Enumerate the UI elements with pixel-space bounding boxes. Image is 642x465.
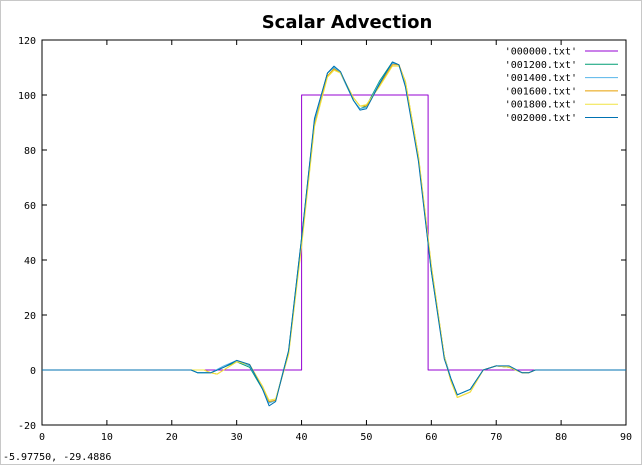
y-tick-label: 120 — [18, 36, 36, 47]
legend-label-0: '000000.txt' — [505, 47, 577, 58]
y-tick-label: 40 — [24, 256, 36, 267]
x-tick-label: 0 — [39, 432, 45, 443]
legend-label-5: '002000.txt' — [505, 113, 577, 124]
x-tick-label: 50 — [360, 432, 372, 443]
legend-label-4: '001800.txt' — [505, 100, 577, 111]
series-line-0 — [42, 94, 626, 371]
y-tick-label: 60 — [24, 201, 36, 212]
chart-title: Scalar Advection — [262, 12, 433, 33]
y-tick-label: 20 — [24, 311, 36, 322]
y-tick-label: 80 — [24, 146, 36, 157]
plot-frame — [41, 39, 627, 426]
x-tick-label: 10 — [101, 432, 113, 443]
x-tick-label: 80 — [555, 432, 567, 443]
y-tick-label: 0 — [30, 366, 36, 377]
y-tick-label: 100 — [18, 91, 36, 102]
x-tick-label: 90 — [620, 432, 632, 443]
legend-label-3: '001600.txt' — [505, 86, 577, 97]
status-bar-coordinates: -5.97750, -29.4886 — [3, 452, 112, 464]
y-tick-label: -20 — [18, 421, 36, 432]
x-tick-label: 40 — [296, 432, 308, 443]
x-tick-label: 20 — [166, 432, 178, 443]
x-tick-label: 60 — [425, 432, 437, 443]
series-line-5 — [42, 61, 626, 407]
x-tick-label: 30 — [231, 432, 243, 443]
legend-label-2: '001400.txt' — [505, 73, 577, 84]
x-tick-label: 70 — [490, 432, 502, 443]
legend-label-1: '001200.txt' — [505, 60, 577, 71]
